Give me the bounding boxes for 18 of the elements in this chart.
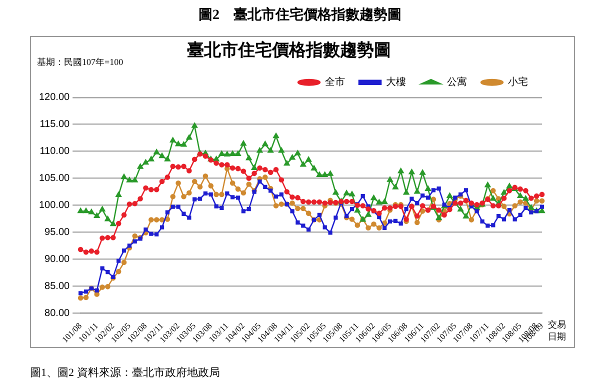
- y-tick-label: 95.00: [44, 226, 70, 238]
- x-axis-title: 交易日期: [548, 319, 566, 342]
- y-tick-label: 110.00: [40, 146, 70, 158]
- chart-title: 圖2 臺北市住宅價格指數趨勢圖: [198, 6, 402, 24]
- y-tick-label: 115.00: [40, 119, 70, 130]
- legend-label: 公寓: [447, 76, 467, 88]
- text: 基期：民國107年=100: [37, 56, 124, 69]
- y-tick-label: 90.00: [44, 254, 70, 265]
- legend-label: 大樓: [386, 76, 406, 88]
- y-tick-label: 80.00: [44, 308, 70, 319]
- y-tick-label: 120.00: [38, 92, 70, 104]
- caption: 圖1、圖2 資料來源：臺北市政府地政局: [30, 366, 220, 380]
- chart-subtitle: 臺北市住宅價格指數趨勢圖: [187, 40, 391, 60]
- y-tick-label: 100.00: [38, 200, 70, 211]
- legend-label: 全市: [325, 76, 345, 88]
- y-tick-label: 105.00: [38, 173, 70, 184]
- legend-label: 小宅: [508, 76, 528, 88]
- y-tick-label: 85.00: [44, 280, 70, 292]
